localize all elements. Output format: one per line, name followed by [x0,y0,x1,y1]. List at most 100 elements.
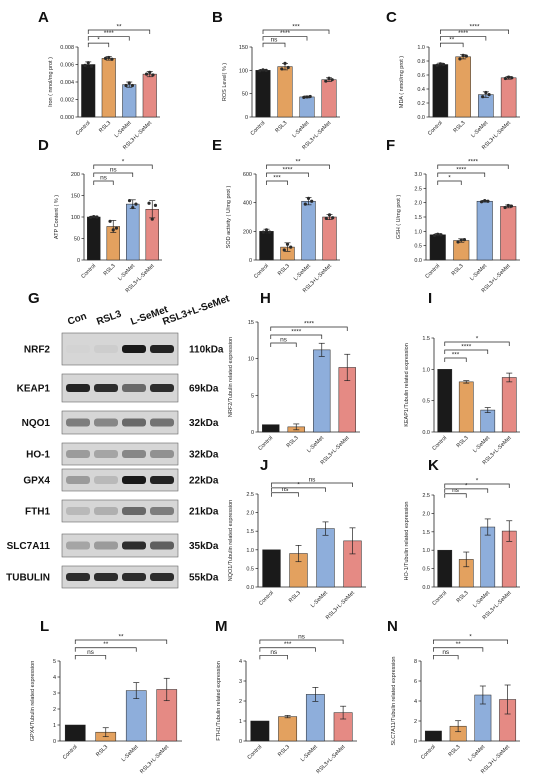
data-point [89,64,94,68]
protein-label: KEAP1 [17,384,51,395]
blot-strip [61,533,179,558]
bar-0 [429,234,446,261]
category-label: Control [258,590,275,607]
y-tick-label: 0 [77,258,80,264]
blot-band [150,345,174,353]
sig-label: **** [458,30,469,37]
data-point [289,245,293,249]
y-tick-label: 100 [239,68,248,74]
panel-letter: L [40,618,49,635]
y-tick-label: 0.5 [246,566,254,572]
sig-label: ns [282,486,290,493]
category-label: Control [420,744,437,761]
category-label: RSL3 [95,744,109,758]
panel-letter: N [387,618,398,635]
panel-letter: K [428,457,439,474]
y-axis-label: ROS Level( % ) [222,63,228,101]
blot-band [94,541,118,550]
panel-letter: H [260,290,271,307]
bar-3 [500,206,517,261]
kda-label: 69kDa [189,384,219,395]
y-tick-label: 0.6 [417,73,425,79]
category-label: RSL3 [453,120,467,134]
bar-0 [81,64,96,118]
sig-bracket [270,334,323,339]
data-point [331,216,335,220]
sig-label: * [97,37,100,44]
blot-band [150,573,174,581]
data-point [86,61,90,65]
y-tick-label: 0.002 [60,98,74,104]
sig-label: *** [452,352,460,359]
data-point [261,68,265,72]
data-point [462,238,467,242]
bar-3 [500,77,517,118]
sig-bracket [433,639,508,644]
blot-band [122,384,146,392]
sig-bracket [444,357,467,362]
data-point [111,228,115,232]
y-tick-label: 0.0 [417,115,425,121]
sig-label: ns [87,649,95,656]
data-point [83,63,87,67]
y-tick-label: 0 [249,258,252,264]
data-point [310,199,314,203]
y-tick-label: 50 [74,237,80,243]
y-tick-label: 1.0 [422,367,430,373]
panel-C: C 0.0 0.2 0.4 0.6 0.8 1.0 MDA ( nmol/mg prot ) C… [386,9,520,151]
bar-2 [478,94,494,118]
blot-band [94,345,118,353]
y-tick-label: 0.5 [422,567,430,573]
data-point [127,81,131,85]
data-point [258,69,262,73]
sig-label: * [476,336,479,343]
data-point [481,95,485,99]
bar-2 [480,409,496,433]
data-point [507,75,511,79]
sig-label: *** [273,175,281,182]
sig-label: **** [304,321,315,328]
y-tick-label: 2.5 [246,492,254,498]
y-tick-label: 0.2 [417,101,425,107]
panel-A: A 0.000 0.002 0.004 0.006 0.008 Iron ( nmol/mg… [38,9,160,151]
category-label: L-SeMet [310,590,329,609]
sig-label: * [465,482,468,489]
y-tick-label: 2.0 [414,201,422,207]
sig-bracket [87,36,130,41]
sig-label: ** [103,641,109,648]
sig-bracket [271,487,326,492]
data-point [483,199,487,203]
sig-bracket [93,172,134,177]
data-point [327,213,332,217]
sig-bracket [266,164,330,169]
blot-band [122,418,146,427]
data-point [461,53,465,58]
sig-bracket [437,180,462,185]
panel-K: K 0.0 0.5 1.0 1.5 2.0 2.5 HO-1/Tubulin related … [404,457,520,621]
y-tick-label: 4 [414,699,417,705]
bar-1 [101,58,116,118]
category-label: L-SeMet [472,435,491,454]
panel-L: L 0 1 2 3 4 5 GPX4/Tubulin related expression Co… [30,618,182,775]
bar-0 [64,724,86,742]
sig-label: **** [104,30,115,37]
y-axis-label: FTH1/Tubulin related expression [216,661,222,741]
bar-2 [480,526,496,588]
sig-bracket [259,639,344,644]
bar-1 [455,56,471,118]
sig-bracket [440,29,509,34]
y-tick-label: 100 [71,215,80,221]
kda-label: 110kDa [189,345,224,356]
panel-letter: E [212,137,222,154]
data-point [268,230,272,234]
bar-0 [437,549,453,588]
bar-2 [299,96,315,118]
data-point [303,202,307,206]
sig-bracket [259,647,316,652]
sig-label: * [448,175,451,182]
bar-1 [277,66,293,118]
y-tick-label: 0 [414,739,417,745]
bar-0 [424,730,442,742]
blot-band [94,418,118,427]
category-label: RSL3+L-SeMet [139,744,170,775]
